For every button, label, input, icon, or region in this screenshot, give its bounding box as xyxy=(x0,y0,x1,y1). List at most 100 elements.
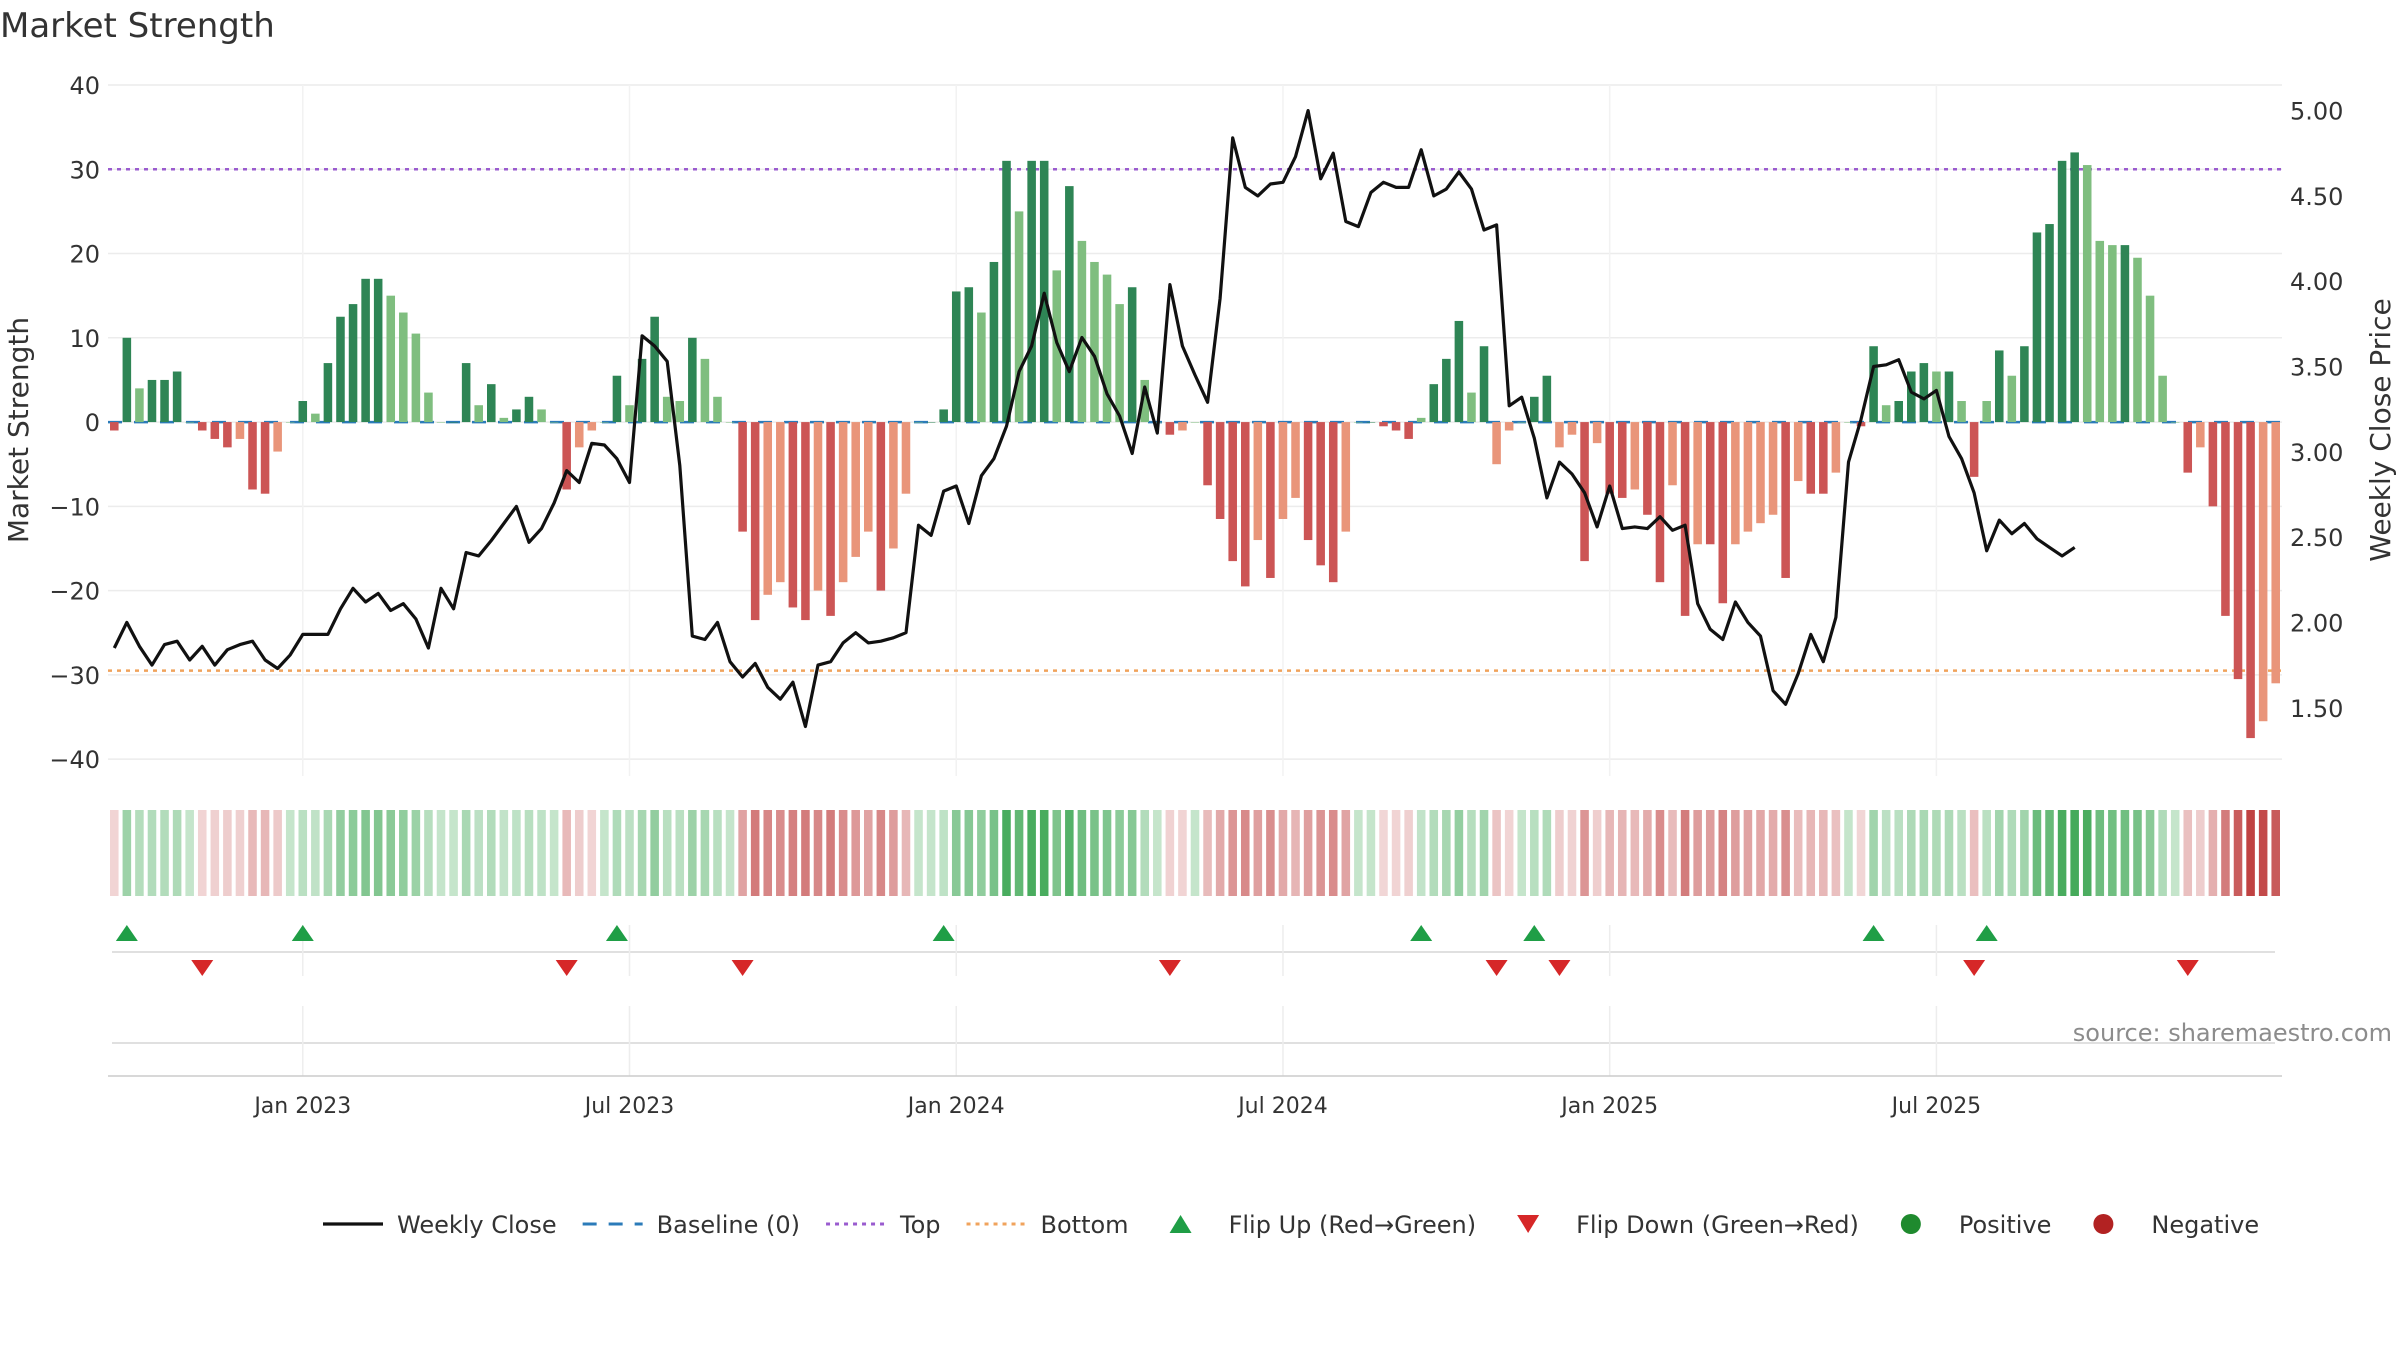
strip-cell xyxy=(625,810,634,896)
strip-cell xyxy=(1806,810,1816,896)
strip-cell xyxy=(424,810,433,896)
strength-bar xyxy=(650,316,659,423)
strength-bar xyxy=(449,422,458,423)
strength-bar xyxy=(788,422,798,608)
strength-bar xyxy=(1479,346,1489,423)
flip-up-marker xyxy=(1410,925,1433,941)
strength-bar xyxy=(1429,384,1439,423)
strip-cell xyxy=(512,810,521,896)
strip-cell xyxy=(700,810,710,896)
strip-cell xyxy=(1228,810,1237,896)
strip-cell xyxy=(1002,810,1011,896)
strip-cell xyxy=(1680,810,1690,896)
strip-cell xyxy=(1115,810,1124,896)
strength-bar xyxy=(2070,152,2079,423)
y2-axis-label: Weekly Close Price xyxy=(2364,298,2397,561)
strength-bar xyxy=(1819,422,1828,494)
strip-cell xyxy=(449,810,458,896)
strength-bar xyxy=(675,401,685,423)
strip-cell xyxy=(1052,810,1062,896)
y2-tick-label: 5.00 xyxy=(2290,98,2343,126)
strip-cell xyxy=(1718,810,1728,896)
strength-bar xyxy=(1039,160,1049,423)
strength-bar xyxy=(1793,422,1803,482)
strength-bar xyxy=(1919,363,1929,423)
strength-bar xyxy=(889,422,898,549)
legend-label: Weekly Close xyxy=(397,1211,557,1239)
strip-cell xyxy=(637,810,647,896)
strength-bar xyxy=(625,405,634,423)
strip-cell xyxy=(210,810,220,896)
strip-cell xyxy=(1416,810,1426,896)
strength-bar xyxy=(1969,422,1979,477)
strip-cell xyxy=(1316,810,1325,896)
strip-cell xyxy=(1869,810,1878,896)
strip-cell xyxy=(1919,810,1929,896)
strength-bar xyxy=(574,422,584,448)
strip-cell xyxy=(1944,810,1954,896)
strength-bar xyxy=(2032,232,2042,423)
strip-cell xyxy=(2221,810,2230,896)
strength-bar xyxy=(1065,186,1074,423)
strip-cell xyxy=(1303,810,1313,896)
strength-bar xyxy=(2020,346,2029,423)
legend-label: Positive xyxy=(1959,1211,2052,1239)
legend-item: Flip Up (Red→Green) xyxy=(1169,1211,1477,1239)
strip-cell xyxy=(1605,810,1614,896)
strength-bar xyxy=(612,375,622,423)
strength-bar xyxy=(1341,422,1351,532)
strip-cell xyxy=(1429,810,1439,896)
strength-bar xyxy=(1517,422,1527,423)
strength-bar xyxy=(185,422,194,423)
strength-bar xyxy=(700,358,710,423)
strength-bar xyxy=(1127,287,1137,423)
strength-bar xyxy=(285,422,295,423)
legend-item: Bottom xyxy=(966,1211,1129,1239)
legend-label: Flip Up (Red→Green) xyxy=(1229,1211,1477,1239)
strength-bar xyxy=(361,278,370,423)
strip-cell xyxy=(738,810,747,896)
strip-cell xyxy=(1982,810,1991,896)
strength-bar xyxy=(2271,422,2280,684)
strength-bar xyxy=(951,291,961,423)
strip-cell xyxy=(1090,810,1099,896)
strength-bar xyxy=(1994,350,2004,423)
strength-bar xyxy=(160,379,169,423)
strip-cell xyxy=(537,810,546,896)
strip-cell xyxy=(2258,810,2268,896)
weekly-close-line xyxy=(112,109,2076,729)
strength-bar xyxy=(851,422,860,557)
strength-bar xyxy=(725,422,735,423)
strength-bar xyxy=(273,422,282,452)
strip-cell xyxy=(1743,810,1753,896)
legend-item: Weekly Close xyxy=(323,1211,557,1239)
strip-cell xyxy=(311,810,320,896)
strip-cell xyxy=(650,810,659,896)
strip-cell xyxy=(386,810,396,896)
strip-cell xyxy=(248,810,257,896)
strip-cell xyxy=(2120,810,2130,896)
strength-bar xyxy=(1718,422,1728,604)
strip-cell xyxy=(298,810,308,896)
strip-cell xyxy=(1555,810,1564,896)
strip-cell xyxy=(1831,810,1841,896)
strength-bar xyxy=(147,379,157,423)
strength-bar xyxy=(562,422,571,490)
strip-cell xyxy=(2170,810,2180,896)
flip-up-marker xyxy=(291,925,314,941)
strip-cell xyxy=(1504,810,1514,896)
strength-bar xyxy=(1278,422,1288,519)
strip-cell xyxy=(2045,810,2054,896)
strip-cell xyxy=(600,810,609,896)
legend-swatch xyxy=(2093,1214,2114,1234)
strength-bar xyxy=(1944,371,1954,423)
strip-cell xyxy=(1354,810,1363,896)
strip-cell xyxy=(851,810,860,896)
strength-bar xyxy=(1354,422,1363,423)
strip-cell xyxy=(1328,810,1338,896)
strength-bar xyxy=(386,295,396,423)
strength-bar xyxy=(2045,224,2054,423)
strip-cell xyxy=(876,810,886,896)
strength-bar xyxy=(1240,422,1250,587)
y-tick-label: 0 xyxy=(85,409,100,437)
